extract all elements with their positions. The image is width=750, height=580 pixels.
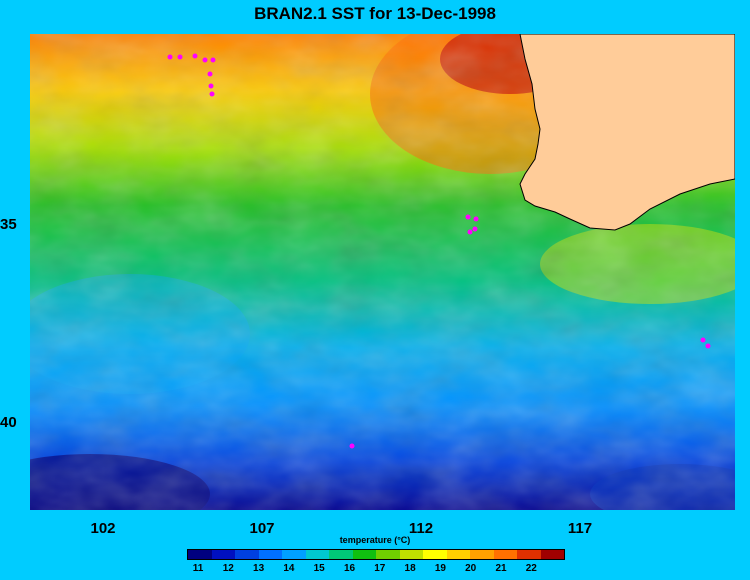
land-mass [519, 34, 735, 231]
colorbar-label: 11 [192, 563, 204, 574]
colorbar-segment [470, 550, 494, 559]
colorbar-segment [235, 550, 259, 559]
x-tick-117: 117 [567, 520, 593, 537]
sst-field [30, 34, 735, 510]
colorbar-segment [258, 550, 282, 559]
colorbar-label: 20 [465, 563, 477, 574]
colorbar-segment [517, 550, 541, 559]
colorbar-label: 19 [434, 563, 446, 574]
colorbar-segment [329, 550, 353, 559]
colorbar-title: temperature (°C) [339, 535, 411, 545]
drifter-markers [167, 53, 711, 449]
colorbar-label: 18 [404, 563, 416, 574]
sst-map[interactable] [30, 34, 735, 510]
colorbar-label: 17 [374, 563, 386, 574]
map-title: BRAN2.1 SST for 13-Dec-1998 [254, 4, 496, 23]
x-tick-112: 112 [408, 520, 434, 537]
colorbar-label: 15 [313, 563, 325, 574]
colorbar-segment [399, 550, 423, 559]
colorbar-label: 22 [525, 563, 537, 574]
colorbar-label: 16 [343, 563, 356, 574]
colorbar-label: 13 [253, 563, 265, 574]
y-tick-35: 35 [0, 216, 17, 233]
colorbar-segment [540, 550, 564, 559]
x-tick-102: 102 [90, 520, 116, 537]
colorbar [187, 549, 565, 560]
colorbar-segment [305, 550, 329, 559]
colorbar-segment [211, 550, 235, 559]
colorbar-segment [423, 550, 447, 559]
colorbar-segment [376, 550, 400, 559]
colorbar-segment [352, 550, 376, 559]
y-tick-40: 40 [0, 414, 17, 431]
colorbar-segment [282, 550, 306, 559]
colorbar-segment [446, 550, 470, 559]
x-tick-107: 107 [249, 520, 275, 537]
colorbar-segment [493, 550, 517, 559]
colorbar-label: 14 [283, 563, 295, 574]
colorbar-segment [188, 550, 212, 559]
colorbar-label: 21 [495, 563, 507, 574]
colorbar-label: 12 [222, 563, 234, 574]
